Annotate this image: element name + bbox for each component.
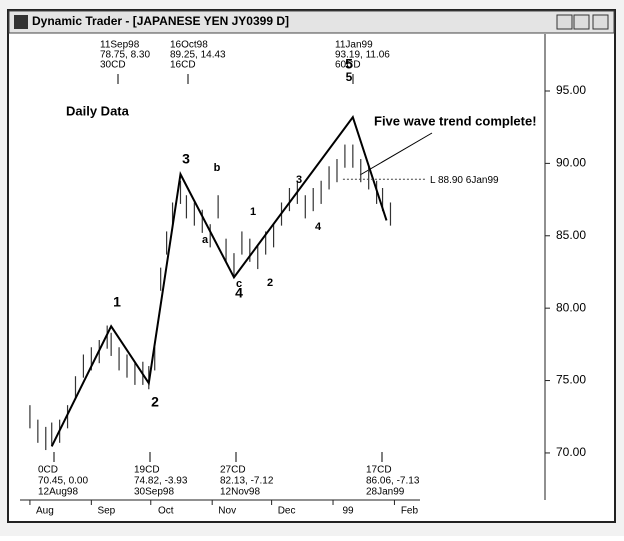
x-tick-label: 99: [342, 506, 354, 517]
wave-label: 4: [235, 285, 243, 301]
pivot-label: 30Sep98: [134, 487, 174, 498]
x-tick-label: Dec: [278, 506, 296, 517]
y-tick-label: 85.00: [556, 228, 586, 242]
wave-label: 5: [345, 56, 353, 72]
y-tick-label: 75.00: [556, 373, 586, 387]
y-tick-label: 70.00: [556, 445, 586, 459]
pivot-label: 93.19, 11.06: [335, 50, 390, 61]
y-tick-label: 90.00: [556, 156, 586, 170]
x-tick-label: Aug: [36, 506, 54, 517]
annotation: Five wave trend complete!: [374, 113, 537, 128]
y-tick-label: 95.00: [556, 83, 586, 97]
wave-label: 4: [315, 221, 322, 233]
pivot-label: 28Jan99: [366, 487, 405, 498]
minimize-button[interactable]: [556, 14, 573, 30]
pivot-label: 19CD: [134, 465, 160, 476]
annotation-pointer: [359, 132, 433, 176]
pivot-label: 16Oct98: [170, 40, 208, 51]
pivot-label: 12Nov98: [220, 487, 260, 498]
pivot-label: 78.75, 8.30: [100, 50, 150, 61]
pivot-label: 11Jan99: [335, 40, 373, 51]
wave-line: [50, 115, 388, 447]
x-tick-label: Sep: [97, 506, 115, 517]
pivot-label: 17CD: [366, 465, 392, 476]
wave-label: 1: [113, 294, 121, 310]
close-button[interactable]: [592, 14, 609, 30]
y-tick-label: 80.00: [556, 300, 586, 314]
wave-label: 1: [250, 206, 256, 218]
pivot-label: 11Sep98: [100, 40, 140, 51]
wave-label: 2: [151, 394, 159, 410]
x-tick-label: Nov: [218, 506, 236, 517]
wave-label: a: [202, 234, 209, 246]
pivot-label: 16CD: [170, 60, 196, 71]
wave-label: b: [214, 162, 221, 174]
pivot-label: 82.13, -7.12: [220, 476, 274, 487]
wave-label: 5: [346, 70, 353, 84]
window-title: Dynamic Trader - [JAPANESE YEN JY0399 D]: [32, 14, 289, 28]
wave-label: 2: [267, 277, 273, 289]
x-tick-label: Oct: [158, 506, 174, 517]
pivot-label: 0CD: [38, 465, 58, 476]
level-label: L 88.90 6Jan99: [430, 175, 499, 186]
pivot-label: 74.82, -3.93: [134, 476, 188, 487]
subtitle: Daily Data: [66, 103, 130, 118]
wave-label: 3: [296, 174, 302, 186]
app-icon: [14, 15, 28, 29]
pivot-label: 89.25, 14.43: [170, 50, 226, 61]
title-bar: [8, 10, 615, 34]
x-tick-label: Feb: [401, 506, 419, 517]
pivot-label: 60CD: [335, 60, 361, 71]
wave-label: c: [236, 278, 242, 290]
pivot-label: 12Aug98: [38, 487, 78, 498]
pivot-label: 70.45, 0.00: [38, 476, 88, 487]
wave-label: 3: [182, 151, 190, 167]
maximize-button[interactable]: [573, 14, 590, 30]
pivot-label: 30CD: [100, 60, 126, 71]
pivot-label: 86.06, -7.13: [366, 476, 420, 487]
pivot-label: 27CD: [220, 465, 246, 476]
window: [7, 9, 616, 523]
